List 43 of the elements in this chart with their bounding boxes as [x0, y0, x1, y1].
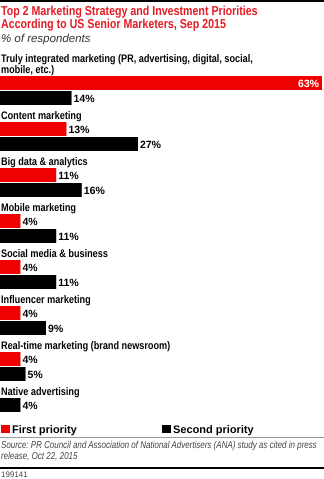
- bar: [0, 214, 20, 228]
- data-label: 11%: [58, 231, 80, 243]
- bar: [0, 306, 20, 320]
- chart-title: Top 2 Marketing Strategy and Investment Priorities According to US Senior Marketers, Sep 2015: [1, 2, 258, 32]
- bar: [0, 168, 56, 182]
- data-label: 16%: [84, 185, 106, 197]
- data-label: 4%: [22, 262, 38, 274]
- bar: [0, 183, 82, 197]
- data-label: 27%: [140, 139, 162, 151]
- bar: [0, 260, 20, 274]
- source-note: Source: PR Council and Association of National Advertisers (ANA) study as cited in press release, Oct 22, 2015: [1, 439, 318, 462]
- y-tick-label: Content marketing: [1, 110, 82, 122]
- data-label: 4%: [22, 308, 38, 320]
- y-tick-label: Real-time marketing (brand newsroom): [1, 340, 170, 352]
- bar: [0, 275, 56, 289]
- data-label: 4%: [22, 354, 38, 366]
- y-tick-label: Truly integrated marketing (PR, advertising, digital, social, mobile, etc.): [1, 53, 253, 76]
- data-label: 4%: [22, 216, 38, 228]
- data-label: 13%: [68, 124, 90, 136]
- bar: [0, 122, 66, 136]
- bar: [0, 367, 26, 381]
- legend-label: First priority: [12, 424, 78, 436]
- data-label: 5%: [28, 369, 44, 381]
- bar: [0, 76, 322, 90]
- data-label: 9%: [48, 323, 64, 335]
- data-label: 11%: [58, 277, 80, 289]
- text: 199141: [1, 470, 28, 479]
- y-tick-label: Native advertising: [1, 386, 80, 398]
- legend-label: Second priority: [173, 424, 255, 436]
- y-tick-label: Mobile marketing: [1, 202, 76, 214]
- y-tick-label: Influencer marketing: [1, 294, 91, 306]
- y-tick-label: Social media & business: [1, 248, 108, 260]
- y-tick-label: Big data & analytics: [1, 156, 88, 168]
- data-label: 63%: [298, 78, 320, 90]
- bar: [0, 137, 138, 151]
- bar: [0, 229, 56, 243]
- data-label: 11%: [58, 170, 80, 182]
- bar: [0, 352, 20, 366]
- bar: [0, 91, 72, 105]
- chart-subtitle: % of respondents: [1, 33, 91, 45]
- bar: [0, 321, 46, 335]
- data-label: 14%: [74, 93, 96, 105]
- data-label: 4%: [22, 400, 38, 412]
